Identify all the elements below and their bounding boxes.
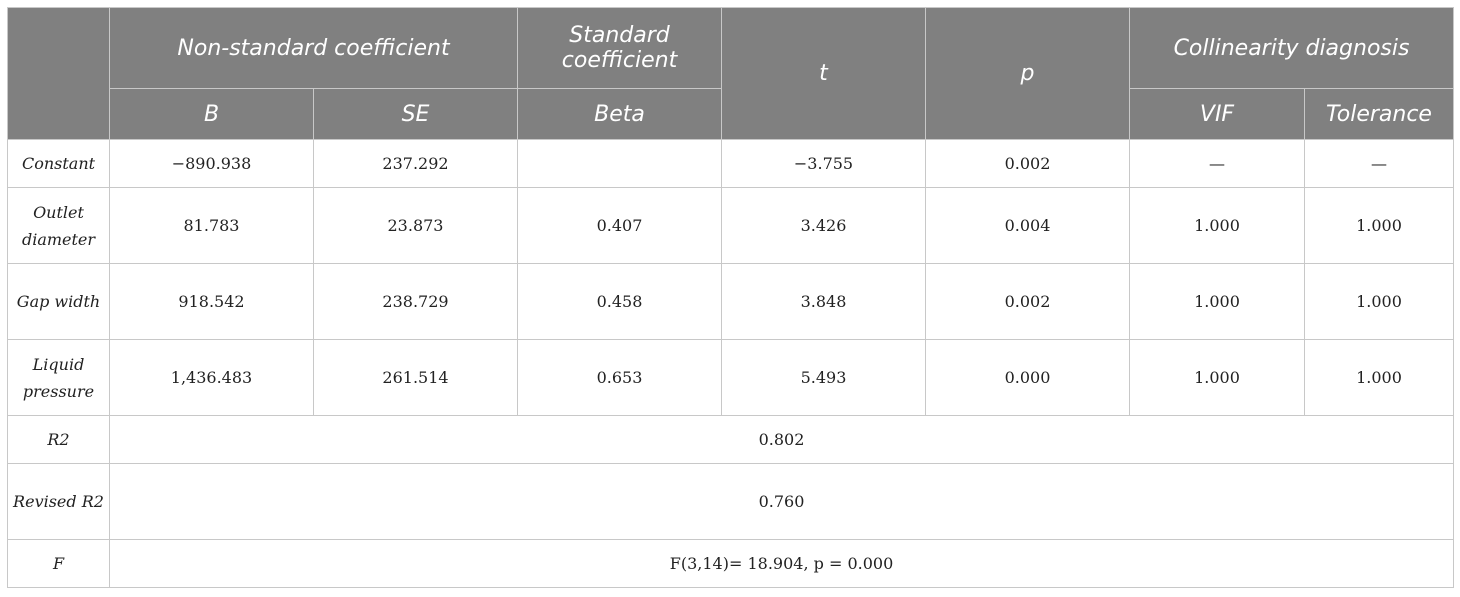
row-label: Outlet diameter <box>7 187 110 264</box>
header-vif: VIF <box>1129 88 1305 140</box>
cell-se: 261.514 <box>313 339 518 416</box>
cell-b: −890.938 <box>109 139 314 188</box>
header-beta: Beta <box>517 88 722 140</box>
row-label: Liquid pressure <box>7 339 110 416</box>
cell-vif: 1.000 <box>1129 263 1305 340</box>
cell-se: 238.729 <box>313 263 518 340</box>
table-row-constant: Constant −890.938 237.292 −3.755 0.002 —… <box>7 139 1455 188</box>
header-se: SE <box>313 88 518 140</box>
regression-table: Non-standard coefficient Standard coeffi… <box>7 7 1455 588</box>
table-row-liquid-pressure: Liquid pressure 1,436.483 261.514 0.653 … <box>7 339 1455 416</box>
header-t: t <box>721 7 926 140</box>
table-row-outlet-diameter: Outlet diameter 81.783 23.873 0.407 3.42… <box>7 187 1455 264</box>
revised-r2-value: 0.760 <box>108 463 1455 540</box>
header-tolerance: Tolerance <box>1303 88 1455 140</box>
cell-b: 1,436.483 <box>109 339 314 416</box>
cell-p: 0.004 <box>925 187 1130 264</box>
cell-t: −3.755 <box>721 139 926 188</box>
header-nonstandard-coefficient: Non-standard coefficient <box>109 7 518 89</box>
row-label: F <box>7 539 110 588</box>
header-blank-cell <box>7 7 110 140</box>
table-row-f: F F(3,14)= 18.904, p = 0.000 <box>7 539 1455 588</box>
cell-se: 237.292 <box>313 139 518 188</box>
cell-se: 23.873 <box>313 187 518 264</box>
row-label: Constant <box>7 139 110 188</box>
cell-vif: 1.000 <box>1129 187 1305 264</box>
cell-t: 3.426 <box>721 187 926 264</box>
cell-p: 0.000 <box>925 339 1130 416</box>
cell-t: 5.493 <box>721 339 926 416</box>
header-collinearity-diagnosis: Collinearity diagnosis <box>1128 7 1455 89</box>
row-label: R2 <box>7 415 110 464</box>
f-statistic-value: F(3,14)= 18.904, p = 0.000 <box>108 539 1455 588</box>
cell-b: 81.783 <box>109 187 314 264</box>
cell-vif: — <box>1129 139 1305 188</box>
cell-b: 918.542 <box>109 263 314 340</box>
cell-beta: 0.458 <box>517 263 722 340</box>
cell-tolerance: — <box>1303 139 1455 188</box>
cell-beta <box>517 139 722 188</box>
cell-beta: 0.653 <box>517 339 722 416</box>
header-b: B <box>109 88 314 140</box>
table-row-revised-r2: Revised R2 0.760 <box>7 463 1455 540</box>
r2-value: 0.802 <box>108 415 1455 464</box>
table-row-gap-width: Gap width 918.542 238.729 0.458 3.848 0.… <box>7 263 1455 340</box>
cell-vif: 1.000 <box>1129 339 1305 416</box>
cell-p: 0.002 <box>925 139 1130 188</box>
cell-tolerance: 1.000 <box>1303 339 1455 416</box>
cell-p: 0.002 <box>925 263 1130 340</box>
cell-beta: 0.407 <box>517 187 722 264</box>
header-row-2: B SE Beta VIF Tolerance <box>8 88 1455 140</box>
header-row-1: Non-standard coefficient Standard coeffi… <box>7 7 1455 140</box>
cell-tolerance: 1.000 <box>1303 187 1455 264</box>
header-standard-coefficient: Standard coefficient <box>517 7 722 89</box>
header-p: p <box>925 7 1130 140</box>
table-row-r2: R2 0.802 <box>7 415 1455 464</box>
cell-tolerance: 1.000 <box>1303 263 1455 340</box>
row-label: Revised R2 <box>7 463 110 540</box>
row-label: Gap width <box>7 263 110 340</box>
cell-t: 3.848 <box>721 263 926 340</box>
